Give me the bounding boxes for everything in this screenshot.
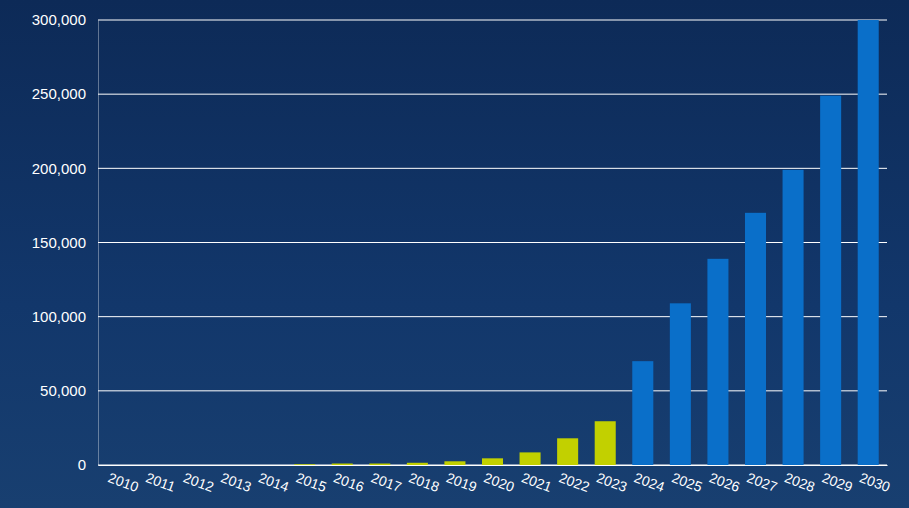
x-tick-label: 2025: [670, 469, 705, 495]
x-tick: 2029: [820, 465, 855, 495]
x-tick: 2023: [595, 465, 630, 495]
background: [0, 0, 909, 508]
bar: [144, 465, 165, 466]
bar: [407, 463, 428, 465]
x-tick-label: 2024: [632, 469, 667, 495]
bar: [482, 458, 503, 465]
grid-line: [98, 168, 887, 169]
y-tick: 250,000: [32, 85, 98, 102]
y-tick-label: 250,000: [32, 85, 86, 102]
x-tick-label: 2012: [181, 469, 216, 495]
plot: 0 50,000 100,000 150,000 200,000 250,000 300,0…: [32, 11, 893, 495]
bar: [520, 452, 541, 465]
x-tick-label: 2011: [144, 469, 178, 494]
y-axis-line: [98, 21, 99, 466]
x-tick-label: 2020: [482, 469, 517, 495]
bar: [369, 464, 390, 465]
bar: [219, 465, 240, 466]
y-tick-label: 150,000: [32, 234, 86, 251]
x-tick-label: 2023: [595, 469, 630, 495]
chart: 0 50,000 100,000 150,000 200,000 250,000 300,0…: [0, 0, 909, 508]
bar: [783, 170, 804, 465]
x-tick-label: 2021: [519, 469, 554, 495]
x-tick-label: 2022: [557, 469, 592, 495]
bar: [257, 465, 278, 466]
bar: [745, 213, 766, 465]
x-tick: 2028: [782, 465, 817, 495]
bar: [181, 465, 202, 466]
grid-line: [98, 20, 887, 21]
bar: [595, 421, 616, 465]
x-tick: 2021: [519, 465, 554, 495]
bar: [632, 361, 653, 465]
x-tick: 2014: [256, 465, 291, 495]
x-tick-label: 2010: [106, 469, 141, 495]
x-tick-label: 2013: [219, 469, 254, 495]
bar: [858, 20, 879, 465]
x-tick-label: 2028: [782, 469, 817, 495]
x-tick: 2027: [745, 465, 780, 495]
x-tick-label: 2017: [369, 469, 404, 495]
x-tick: 2025: [670, 465, 705, 495]
bar: [557, 438, 578, 465]
y-tick: 0: [78, 456, 98, 473]
y-tick-label: 50,000: [40, 382, 86, 399]
x-tick-label: 2026: [707, 469, 742, 495]
x-tick-label: 2015: [294, 469, 329, 495]
bar: [332, 464, 353, 465]
bar: [670, 303, 691, 465]
y-tick: 300,000: [32, 11, 98, 28]
x-tick: 2020: [482, 465, 517, 495]
x-tick: 2012: [181, 465, 216, 495]
x-tick: 2022: [557, 465, 592, 495]
x-axis-line: [99, 465, 888, 466]
x-tick-label: 2027: [745, 469, 780, 495]
x-tick-label: 2016: [332, 469, 367, 495]
bar: [106, 465, 127, 466]
y-tick: 50,000: [40, 382, 98, 399]
y-tick: 100,000: [32, 308, 98, 325]
x-tick: 2010: [106, 465, 141, 495]
y-tick: 150,000: [32, 234, 98, 251]
grid: [98, 20, 887, 465]
x-tick: 2013: [219, 465, 254, 495]
bars: [294, 20, 879, 465]
bar: [294, 464, 315, 465]
bar: [444, 461, 465, 465]
x-tick-label: 2014: [256, 469, 291, 495]
grid-line: [98, 390, 887, 391]
x-tick: 2024: [632, 465, 667, 495]
x-tick: 2015: [294, 465, 329, 495]
y-tick-label: 0: [78, 456, 86, 473]
x-tick: 2019: [444, 465, 479, 495]
y-axis: 0 50,000 100,000 150,000 200,000 250,000 300,0…: [32, 11, 99, 473]
grid-line: [98, 242, 887, 243]
bar: [707, 259, 728, 465]
x-tick: 2030: [858, 465, 893, 495]
x-tick-label: 2029: [820, 469, 855, 495]
x-tick-label: 2030: [858, 469, 893, 495]
x-tick: 2026: [707, 465, 742, 495]
x-tick-label: 2019: [444, 469, 479, 495]
y-tick-label: 100,000: [32, 308, 86, 325]
grid-line: [98, 316, 887, 317]
x-tick: 2017: [369, 465, 404, 495]
grid-line: [98, 94, 887, 95]
x-axis: 2010201120122013201420152016201720182019…: [99, 465, 893, 495]
x-tick: 2011: [144, 465, 178, 495]
x-tick: 2016: [332, 465, 367, 495]
x-tick-label: 2018: [407, 469, 442, 495]
bar: [820, 96, 841, 465]
y-tick: 200,000: [32, 160, 98, 177]
x-tick: 2018: [407, 465, 442, 495]
y-tick-label: 200,000: [32, 160, 86, 177]
y-tick-label: 300,000: [32, 11, 86, 28]
